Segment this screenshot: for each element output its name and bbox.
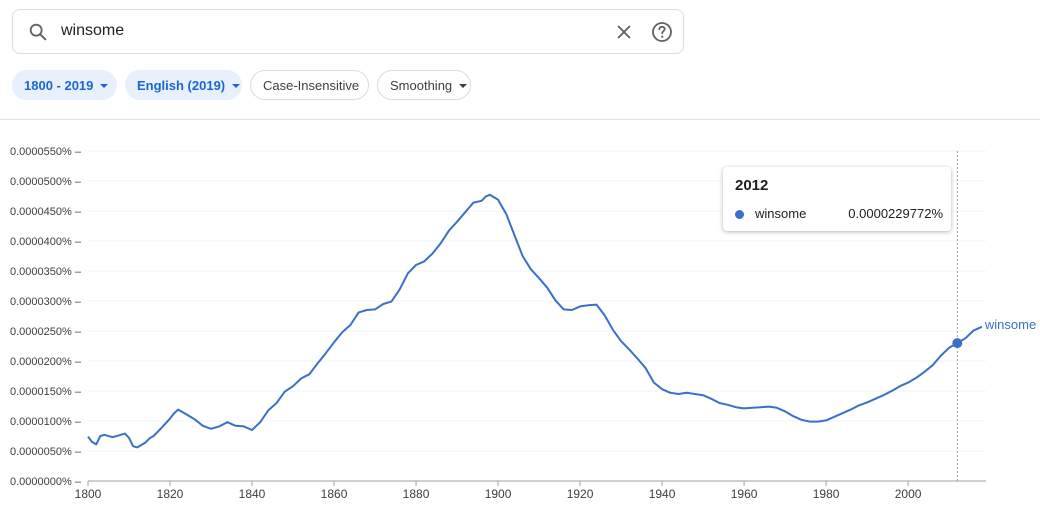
tooltip: 2012 winsome 0.0000229772% [723, 167, 951, 231]
highlight-point[interactable] [952, 338, 963, 349]
tooltip-value: 0.0000229772% [848, 206, 943, 221]
case-insensitive-label: Case-Insensitive [263, 77, 360, 93]
smoothing-chip[interactable]: Smoothing [377, 70, 471, 100]
search-input[interactable]: winsome [61, 22, 125, 39]
series-end-label[interactable]: winsome [984, 317, 1036, 332]
x-tick-label: 1840 [239, 487, 266, 501]
y-tick-label: 0.0000500% – [10, 176, 82, 188]
close-icon[interactable] [613, 21, 635, 43]
x-tick-label: 1820 [157, 487, 184, 501]
y-tick-label: 0.0000100% – [10, 416, 82, 428]
y-tick-label: 0.0000050% – [10, 446, 82, 458]
year-range-label: 1800 - 2019 [24, 77, 94, 93]
y-tick-label: 0.0000450% – [10, 206, 82, 218]
x-tick-label: 1960 [731, 487, 758, 501]
caret-down-icon [232, 83, 241, 88]
tooltip-year: 2012 [735, 177, 769, 194]
smoothing-label: Smoothing [390, 77, 453, 93]
y-tick-label: 0.0000400% – [10, 236, 82, 248]
help-icon[interactable] [650, 20, 674, 44]
y-tick-label: 0.0000300% – [10, 296, 82, 308]
y-tick-label: 0.0000350% – [10, 266, 82, 278]
x-tick-label: 1880 [403, 487, 430, 501]
corpus-chip[interactable]: English (2019) [125, 70, 242, 100]
divider [0, 119, 1040, 120]
x-tick-label: 1800 [75, 487, 102, 501]
y-tick-label: 0.0000200% – [10, 356, 82, 368]
case-insensitive-chip[interactable]: Case-Insensitive [250, 70, 369, 100]
y-tick-label: 0.0000550% – [10, 146, 82, 158]
series-line-winsome[interactable] [87, 193, 983, 449]
y-tick-label: 0.0000000% – [10, 476, 82, 488]
tooltip-series-name: winsome [755, 206, 807, 221]
y-tick-label: 0.0000250% – [10, 326, 82, 338]
x-tick-label: 2000 [895, 487, 922, 501]
search-icon [29, 23, 47, 41]
ngram-chart[interactable]: 0.0000000% – 0.0000050% – 0.0000100% – 0.00… [0, 120, 1040, 510]
x-tick-label: 1940 [649, 487, 676, 501]
y-tick-label: 0.0000150% – [10, 386, 82, 398]
x-tick-label: 1860 [321, 487, 348, 501]
x-tick-label: 1900 [485, 487, 512, 501]
caret-down-icon [459, 83, 468, 88]
search-box[interactable]: winsome [12, 9, 684, 54]
caret-down-icon [100, 83, 109, 88]
tooltip-series-dot [735, 210, 744, 219]
x-tick-label: 1980 [813, 487, 840, 501]
corpus-label: English (2019) [137, 77, 226, 93]
year-range-chip[interactable]: 1800 - 2019 [12, 70, 117, 100]
x-tick-label: 1920 [567, 487, 594, 501]
